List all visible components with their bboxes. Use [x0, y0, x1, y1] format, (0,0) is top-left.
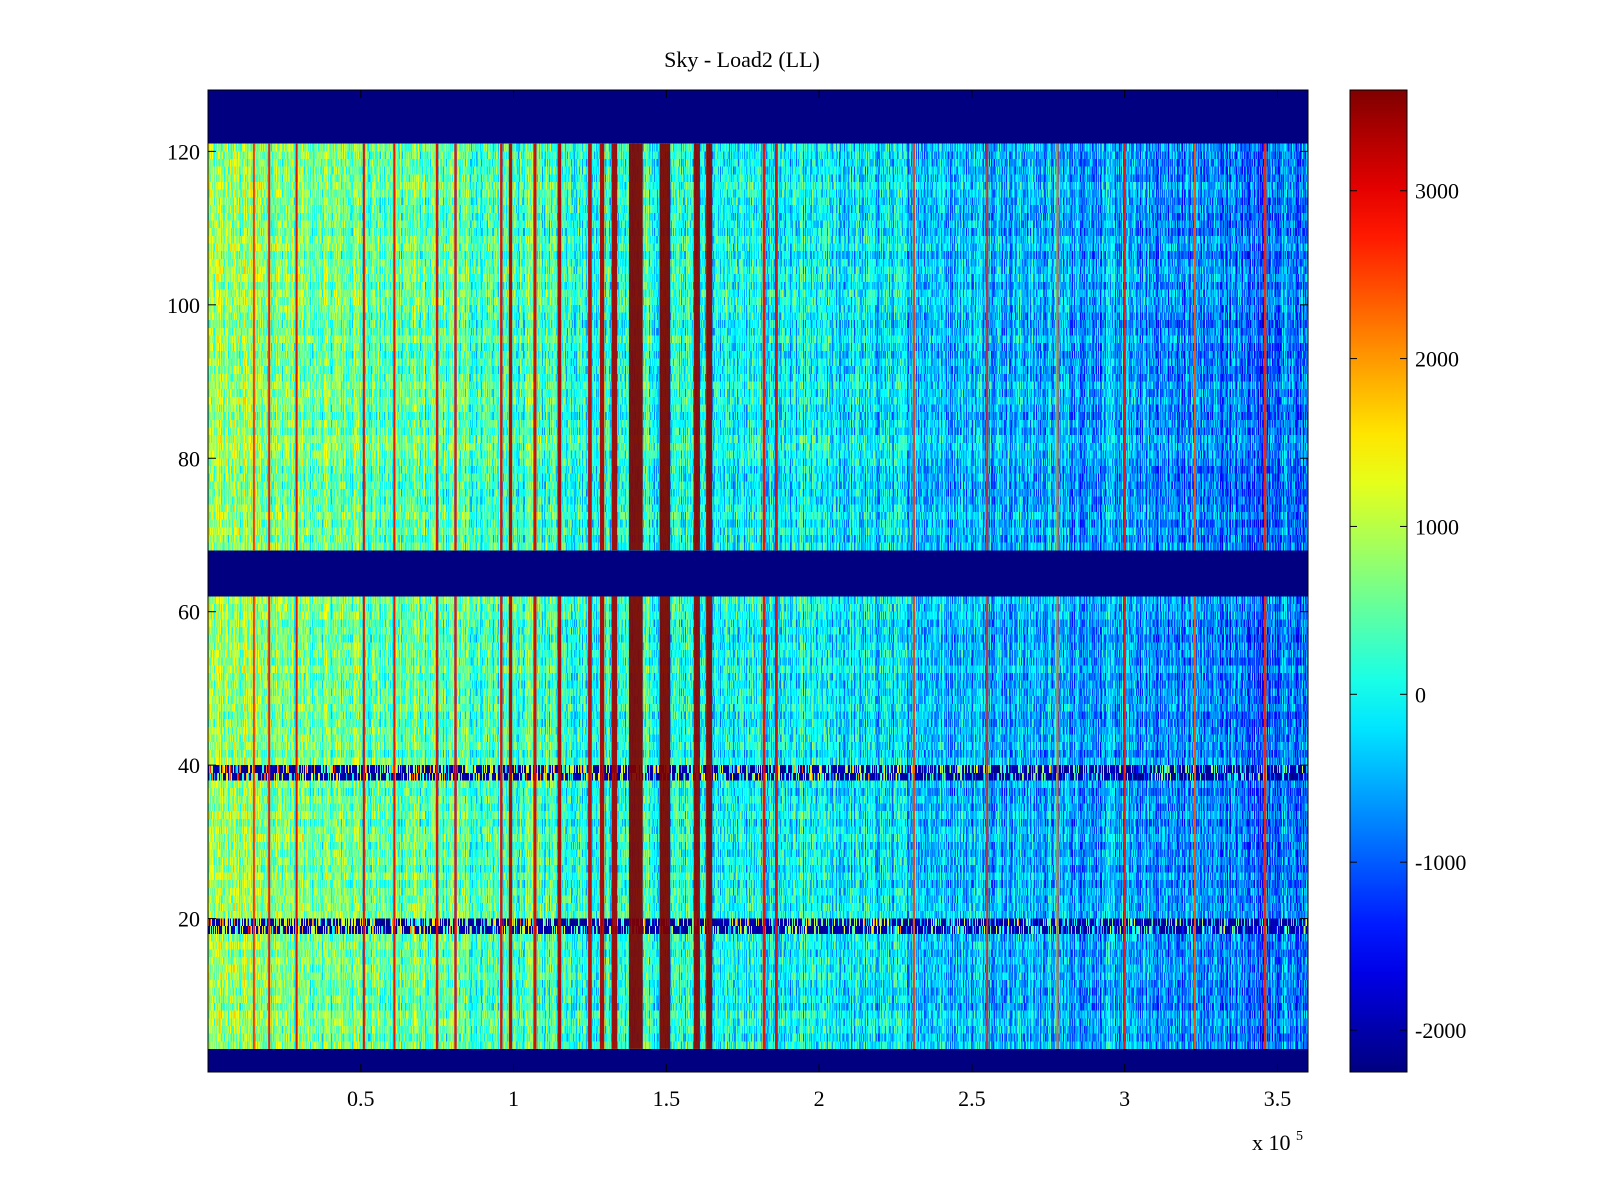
- bright-column-7-seg-0: [557, 596, 562, 1049]
- bright-column-2-seg-0: [693, 596, 700, 1049]
- bright-column-12-seg-1: [775, 143, 778, 551]
- bright-column-15-seg-0: [393, 596, 396, 1049]
- bright-column-21-seg-0: [986, 596, 989, 1049]
- plot-area: 0.5 1 1.5 2 2.5 3 3.5 20 40 60 80 100 120: [167, 89, 1309, 1111]
- colorbar-tick-label-3: 1000: [1415, 514, 1459, 539]
- bright-column-5-seg-1: [600, 143, 605, 551]
- bright-column-17-seg-0: [295, 596, 298, 1049]
- bright-column-13-seg-1: [454, 143, 457, 551]
- x-multiplier-base: x 10: [1252, 1130, 1291, 1155]
- bright-column-3-seg-0: [706, 596, 713, 1049]
- y-tick-label-2: 60: [178, 600, 200, 625]
- bright-column-4-seg-1: [611, 143, 618, 551]
- x-tick-label-3: 2: [814, 1086, 825, 1111]
- bright-column-21-seg-1: [986, 143, 989, 551]
- bright-column-5-seg-0: [600, 596, 605, 1049]
- bright-column-22-seg-0: [1056, 596, 1059, 1049]
- bright-column-13-seg-0: [454, 596, 457, 1049]
- bright-column-14-seg-1: [435, 143, 439, 551]
- x-tick-label-6: 3.5: [1264, 1086, 1292, 1111]
- bright-column-19-seg-1: [252, 143, 255, 551]
- bright-column-18-seg-0: [268, 596, 271, 1049]
- colorbar-ticks: -2000 -1000 0 1000 2000 3000: [1350, 179, 1466, 1043]
- bright-column-6-seg-1: [588, 143, 592, 551]
- y-tick-label-0: 20: [178, 907, 200, 932]
- bright-column-22-seg-1: [1056, 143, 1059, 551]
- bright-column-11-seg-1: [762, 143, 766, 551]
- bright-column-7-seg-1: [557, 143, 562, 551]
- y-axis-ticks: 20 40 60 80 100 120: [167, 139, 1308, 932]
- bright-column-23-seg-1: [1123, 143, 1126, 551]
- heatmap-columns: [252, 143, 1267, 1049]
- bright-column-12-seg-0: [775, 596, 778, 1049]
- bright-column-1-seg-1: [659, 143, 671, 551]
- x-tick-label-0: 0.5: [347, 1086, 375, 1111]
- bright-column-10-seg-0: [500, 596, 503, 1049]
- heatmap-image: [208, 90, 1308, 1072]
- bright-column-1-seg-0: [659, 596, 671, 1049]
- bright-column-6-seg-0: [588, 596, 592, 1049]
- bright-column-2-seg-1: [693, 143, 700, 551]
- bright-column-15-seg-1: [393, 143, 396, 551]
- bright-column-25-seg-1: [1264, 143, 1267, 551]
- bright-column-8-seg-0: [533, 596, 537, 1049]
- bright-column-16-seg-1: [362, 143, 365, 551]
- bright-column-23-seg-0: [1123, 596, 1126, 1049]
- colorbar-tick-label-1: -1000: [1415, 850, 1466, 875]
- y-tick-label-3: 80: [178, 446, 200, 471]
- x-axis-ticks: 0.5 1 1.5 2 2.5 3 3.5: [347, 90, 1291, 1111]
- x-axis-multiplier: x 10 5: [1252, 1129, 1303, 1155]
- y-tick-label-1: 40: [178, 753, 200, 778]
- colorbar-tick-label-2: 0: [1415, 682, 1426, 707]
- colorbar-tick-label-4: 2000: [1415, 347, 1459, 372]
- bright-column-18-seg-1: [268, 143, 271, 551]
- bright-column-17-seg-1: [295, 143, 298, 551]
- bright-column-24-seg-0: [1194, 596, 1196, 1049]
- x-tick-label-4: 2.5: [958, 1086, 986, 1111]
- bright-column-16-seg-0: [362, 596, 365, 1049]
- colorbar-tick-label-5: 3000: [1415, 179, 1459, 204]
- bright-column-3-seg-1: [706, 143, 713, 551]
- x-tick-label-5: 3: [1119, 1086, 1130, 1111]
- y-tick-label-5: 120: [167, 139, 200, 164]
- x-tick-label-1: 1: [508, 1086, 519, 1111]
- bright-column-11-seg-0: [762, 596, 766, 1049]
- y-tick-label-4: 100: [167, 293, 200, 318]
- bright-column-14-seg-0: [435, 596, 439, 1049]
- bright-column-10-seg-1: [500, 143, 503, 551]
- x-tick-label-2: 1.5: [653, 1086, 681, 1111]
- x-multiplier-exponent: 5: [1296, 1129, 1303, 1144]
- bright-column-9-seg-1: [508, 143, 513, 551]
- bright-column-8-seg-1: [533, 143, 537, 551]
- chart-title: Sky - Load2 (LL): [664, 47, 820, 72]
- bright-column-19-seg-0: [252, 596, 255, 1049]
- bright-column-20-seg-1: [912, 143, 915, 551]
- bright-column-20-seg-0: [912, 596, 915, 1049]
- plot-frame: [207, 89, 1309, 1073]
- colorbar: -2000 -1000 0 1000 2000 3000: [1349, 89, 1466, 1073]
- bright-column-25-seg-0: [1264, 596, 1267, 1049]
- bright-column-0-seg-1: [628, 143, 643, 551]
- colorbar-tick-label-0: -2000: [1415, 1018, 1466, 1043]
- colorbar-gradient: [1349, 89, 1408, 1073]
- bright-column-9-seg-0: [508, 596, 513, 1049]
- bright-column-0-seg-0: [628, 596, 643, 1049]
- bright-column-4-seg-0: [611, 596, 618, 1049]
- bright-column-24-seg-1: [1194, 143, 1196, 551]
